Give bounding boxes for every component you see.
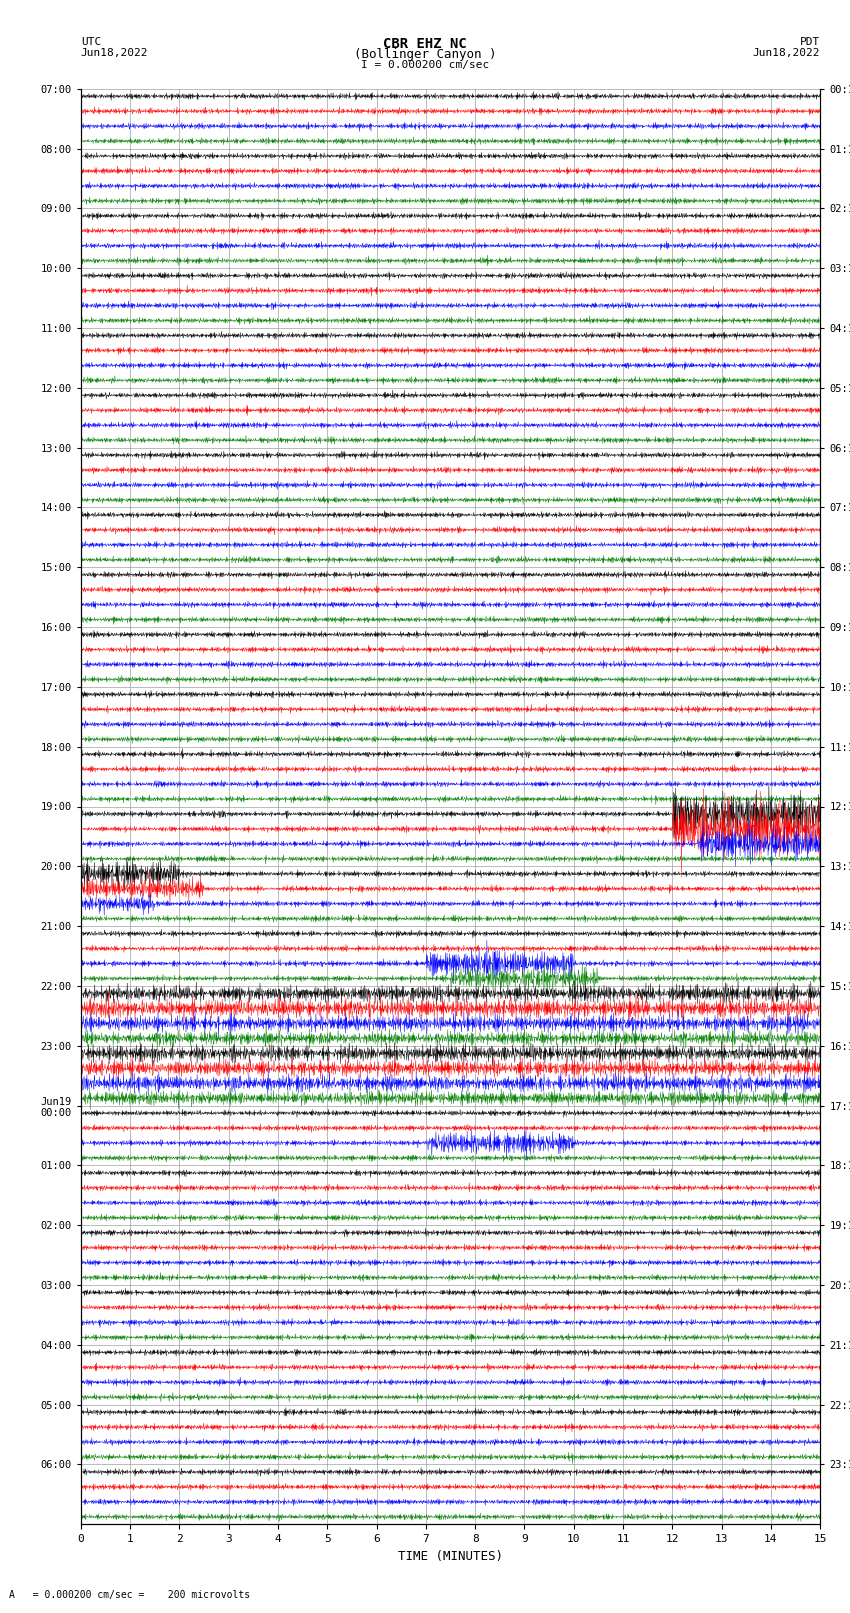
Text: I = 0.000200 cm/sec: I = 0.000200 cm/sec <box>361 60 489 69</box>
Text: A: A <box>8 1590 14 1600</box>
Text: UTC: UTC <box>81 37 101 47</box>
Text: Jun18,2022: Jun18,2022 <box>753 48 820 58</box>
X-axis label: TIME (MINUTES): TIME (MINUTES) <box>398 1550 503 1563</box>
Text: = 0.000200 cm/sec =    200 microvolts: = 0.000200 cm/sec = 200 microvolts <box>21 1590 251 1600</box>
Text: (Bollinger Canyon ): (Bollinger Canyon ) <box>354 48 496 61</box>
Text: PDT: PDT <box>800 37 820 47</box>
Text: CBR EHZ NC: CBR EHZ NC <box>383 37 467 52</box>
Text: Jun18,2022: Jun18,2022 <box>81 48 148 58</box>
